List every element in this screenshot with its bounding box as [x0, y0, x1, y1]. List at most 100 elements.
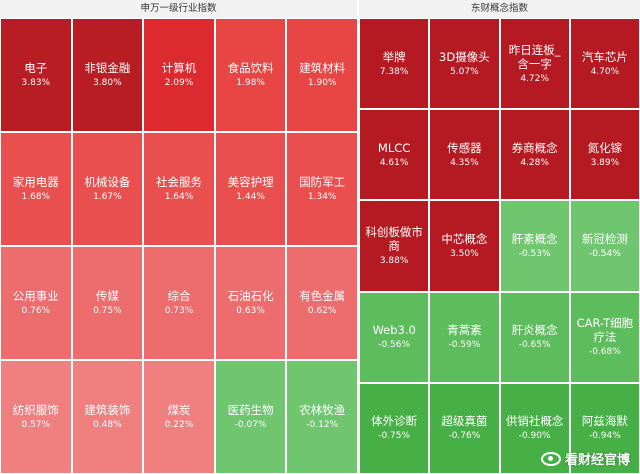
industry-tile[interactable]: 机械设备 1.67% — [72, 133, 143, 245]
industry-tile-change: 1.90% — [307, 78, 337, 88]
concept-tile-change: 4.35% — [450, 157, 479, 168]
concept-tile-change: 5.07% — [450, 66, 479, 77]
concept-tile[interactable]: Web3.0 -0.56% — [360, 292, 429, 382]
concept-tile[interactable]: 青蒿素 -0.59% — [430, 292, 499, 382]
concept-tile[interactable]: 汽车芯片 4.70% — [570, 19, 639, 109]
concept-tile[interactable]: 传感器 4.35% — [430, 110, 499, 200]
industry-tile[interactable]: 公用事业 0.76% — [1, 247, 71, 359]
industry-tile-name: 社会服务 — [155, 175, 202, 189]
industry-tile[interactable]: 国防军工 1.34% — [287, 133, 357, 245]
industry-tile[interactable]: 农林牧渔 -0.12% — [287, 361, 357, 473]
industry-tile[interactable]: 社会服务 1.64% — [144, 133, 214, 245]
concept-tile-name: 超级真菌 — [441, 414, 488, 429]
industry-tile-name: 纺织服饰 — [12, 403, 59, 417]
concept-tile-name: 科创板做市商 — [365, 224, 423, 253]
industry-tile[interactable]: 纺织服饰 0.57% — [1, 361, 71, 473]
concept-tile-change: -0.94% — [588, 431, 621, 442]
concept-tile[interactable]: CAR-T细胞疗法 -0.68% — [570, 292, 639, 382]
concept-tile[interactable]: 体外诊断 -0.75% — [360, 383, 429, 473]
industry-tile[interactable]: 电子 3.83% — [1, 19, 71, 131]
concept-tile[interactable]: 举牌 7.38% — [360, 19, 429, 109]
industry-tile[interactable]: 建筑装饰 0.48% — [72, 361, 143, 473]
concept-tile-change: -0.68% — [588, 347, 621, 358]
industry-tile-name: 机械设备 — [84, 175, 131, 189]
industry-tile[interactable]: 计算机 2.09% — [144, 19, 214, 131]
industry-tile-change: -0.07% — [234, 420, 267, 430]
concept-tile-name: 汽车芯片 — [581, 49, 628, 64]
industry-tile[interactable]: 有色金属 0.62% — [287, 247, 357, 359]
concept-tile-name: 3D摄像头 — [439, 49, 490, 64]
industry-tile-name: 公用事业 — [12, 289, 59, 303]
concept-tile-name: 新冠检测 — [581, 231, 628, 246]
industry-tile[interactable]: 非银金融 3.80% — [72, 19, 143, 131]
concept-tile-change: -0.56% — [378, 340, 411, 351]
concept-tile[interactable]: 超级真菌 -0.76% — [430, 383, 499, 473]
industry-tile-change: 3.80% — [93, 78, 122, 88]
industry-tile-name: 综合 — [167, 289, 191, 303]
concept-tile[interactable]: 券商概念 4.28% — [500, 110, 569, 200]
industry-tile[interactable]: 家用电器 1.68% — [1, 133, 71, 245]
industry-tile-change: 0.76% — [21, 306, 51, 316]
concept-tile[interactable]: 肝炎概念 -0.65% — [500, 292, 569, 382]
industry-tile-name: 美容护理 — [227, 175, 274, 189]
industry-tile-change: 1.64% — [164, 192, 194, 202]
concept-tile-name: 氮化镓 — [587, 140, 623, 155]
right-panel-title: 东财概念指数 — [359, 0, 640, 18]
concept-tile-change: 3.50% — [450, 248, 479, 259]
industry-tile[interactable]: 石油石化 0.63% — [215, 247, 286, 359]
concept-tile-name: 体外诊断 — [371, 414, 418, 429]
concept-tile[interactable]: 氮化镓 3.89% — [570, 110, 639, 200]
industry-tile-change: 0.73% — [164, 306, 194, 316]
industry-tile-change: 1.34% — [307, 192, 337, 202]
industry-tile[interactable]: 美容护理 1.44% — [215, 133, 286, 245]
concept-tile[interactable]: 肝素概念 -0.53% — [500, 201, 569, 291]
concept-tile[interactable]: MLCC 4.61% — [360, 110, 429, 200]
industry-tile-name: 非银金融 — [84, 61, 131, 75]
industry-tile[interactable]: 煤炭 0.22% — [144, 361, 214, 473]
industry-tile-name: 传媒 — [95, 289, 119, 303]
industry-tile[interactable]: 建筑材料 1.90% — [287, 19, 357, 131]
concept-tile-change: 4.70% — [590, 66, 620, 77]
concept-tile-change: 4.28% — [520, 157, 549, 168]
industry-tile-name: 有色金属 — [299, 289, 346, 303]
concept-tile[interactable]: 科创板做市商 3.88% — [360, 201, 429, 291]
concept-tile-name: 昨日连板_含一字 — [508, 42, 561, 71]
concept-tile-name: MLCC — [377, 140, 411, 155]
industry-tile-name: 食品饮料 — [227, 61, 274, 75]
concept-tile[interactable]: 昨日连板_含一字 4.72% — [500, 19, 569, 109]
concept-tile-name: Web3.0 — [372, 323, 416, 338]
industry-tile[interactable]: 传媒 0.75% — [72, 247, 143, 359]
industry-tile-change: 0.57% — [21, 420, 51, 430]
industry-tile-name: 煤炭 — [167, 403, 191, 417]
concept-tile-name: 青蒿素 — [447, 323, 482, 338]
concept-tile[interactable]: 供销社概念 -0.90% — [500, 383, 569, 473]
industry-tile-change: 0.48% — [93, 420, 122, 430]
industry-tile-name: 石油石化 — [227, 289, 274, 303]
concept-tile[interactable]: 3D摄像头 5.07% — [430, 19, 499, 109]
industry-tile-change: 2.09% — [164, 78, 194, 88]
concept-tile-name: CAR-T细胞疗法 — [576, 316, 634, 345]
concept-tile-name: 中芯概念 — [441, 231, 488, 246]
concept-tile-name: 券商概念 — [511, 140, 558, 155]
concept-tile-name: 肝炎概念 — [511, 323, 558, 338]
industry-tile-name: 家用电器 — [12, 175, 59, 189]
concept-tile-change: 3.88% — [379, 255, 409, 266]
concept-tile-change: -0.65% — [518, 340, 551, 351]
concept-tile-name: 举牌 — [382, 49, 406, 64]
industry-tile-change: 0.62% — [307, 306, 337, 316]
industry-tile-name: 建筑材料 — [299, 61, 346, 75]
industry-tile[interactable]: 综合 0.73% — [144, 247, 214, 359]
concept-tile[interactable]: 新冠检测 -0.54% — [570, 201, 639, 291]
concept-tile-change: 4.61% — [379, 157, 409, 168]
concept-tile[interactable]: 阿兹海默 -0.94% — [570, 383, 639, 473]
concept-tile-change: -0.90% — [518, 431, 551, 442]
industry-tile[interactable]: 医药生物 -0.07% — [215, 361, 286, 473]
concept-tile-change: 4.72% — [520, 73, 549, 84]
industry-tile[interactable]: 食品饮料 1.98% — [215, 19, 286, 131]
industry-heatmap: 电子 3.83% 非银金融 3.80% 计算机 2.09% 食品饮料 1.98% 建筑材料 1.9… — [0, 18, 358, 474]
concept-tile-name: 肝素概念 — [511, 231, 558, 246]
concept-tile[interactable]: 中芯概念 3.50% — [430, 201, 499, 291]
concept-tile-change: 7.38% — [379, 66, 409, 77]
concept-heatmap: 举牌 7.38% 3D摄像头 5.07% 昨日连板_含一字 4.72% 汽车芯片 4.70% M… — [359, 18, 640, 474]
concept-tile-change: -0.54% — [588, 248, 621, 259]
